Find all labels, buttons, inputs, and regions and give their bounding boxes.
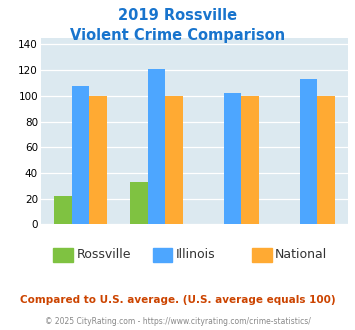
Bar <box>165 96 182 224</box>
Text: 2019 Rossville: 2019 Rossville <box>118 8 237 23</box>
Bar <box>54 196 72 224</box>
Bar <box>72 85 89 224</box>
Bar <box>130 182 148 224</box>
Bar <box>317 96 335 224</box>
Text: National: National <box>275 248 327 261</box>
Bar <box>241 96 258 224</box>
Text: Compared to U.S. average. (U.S. average equals 100): Compared to U.S. average. (U.S. average … <box>20 295 335 305</box>
Bar <box>300 79 317 224</box>
Bar <box>224 93 241 224</box>
Text: © 2025 CityRating.com - https://www.cityrating.com/crime-statistics/: © 2025 CityRating.com - https://www.city… <box>45 317 310 326</box>
Text: Rossville: Rossville <box>76 248 131 261</box>
Bar <box>148 69 165 224</box>
Bar <box>89 96 106 224</box>
Text: Violent Crime Comparison: Violent Crime Comparison <box>70 28 285 43</box>
Text: Illinois: Illinois <box>176 248 215 261</box>
